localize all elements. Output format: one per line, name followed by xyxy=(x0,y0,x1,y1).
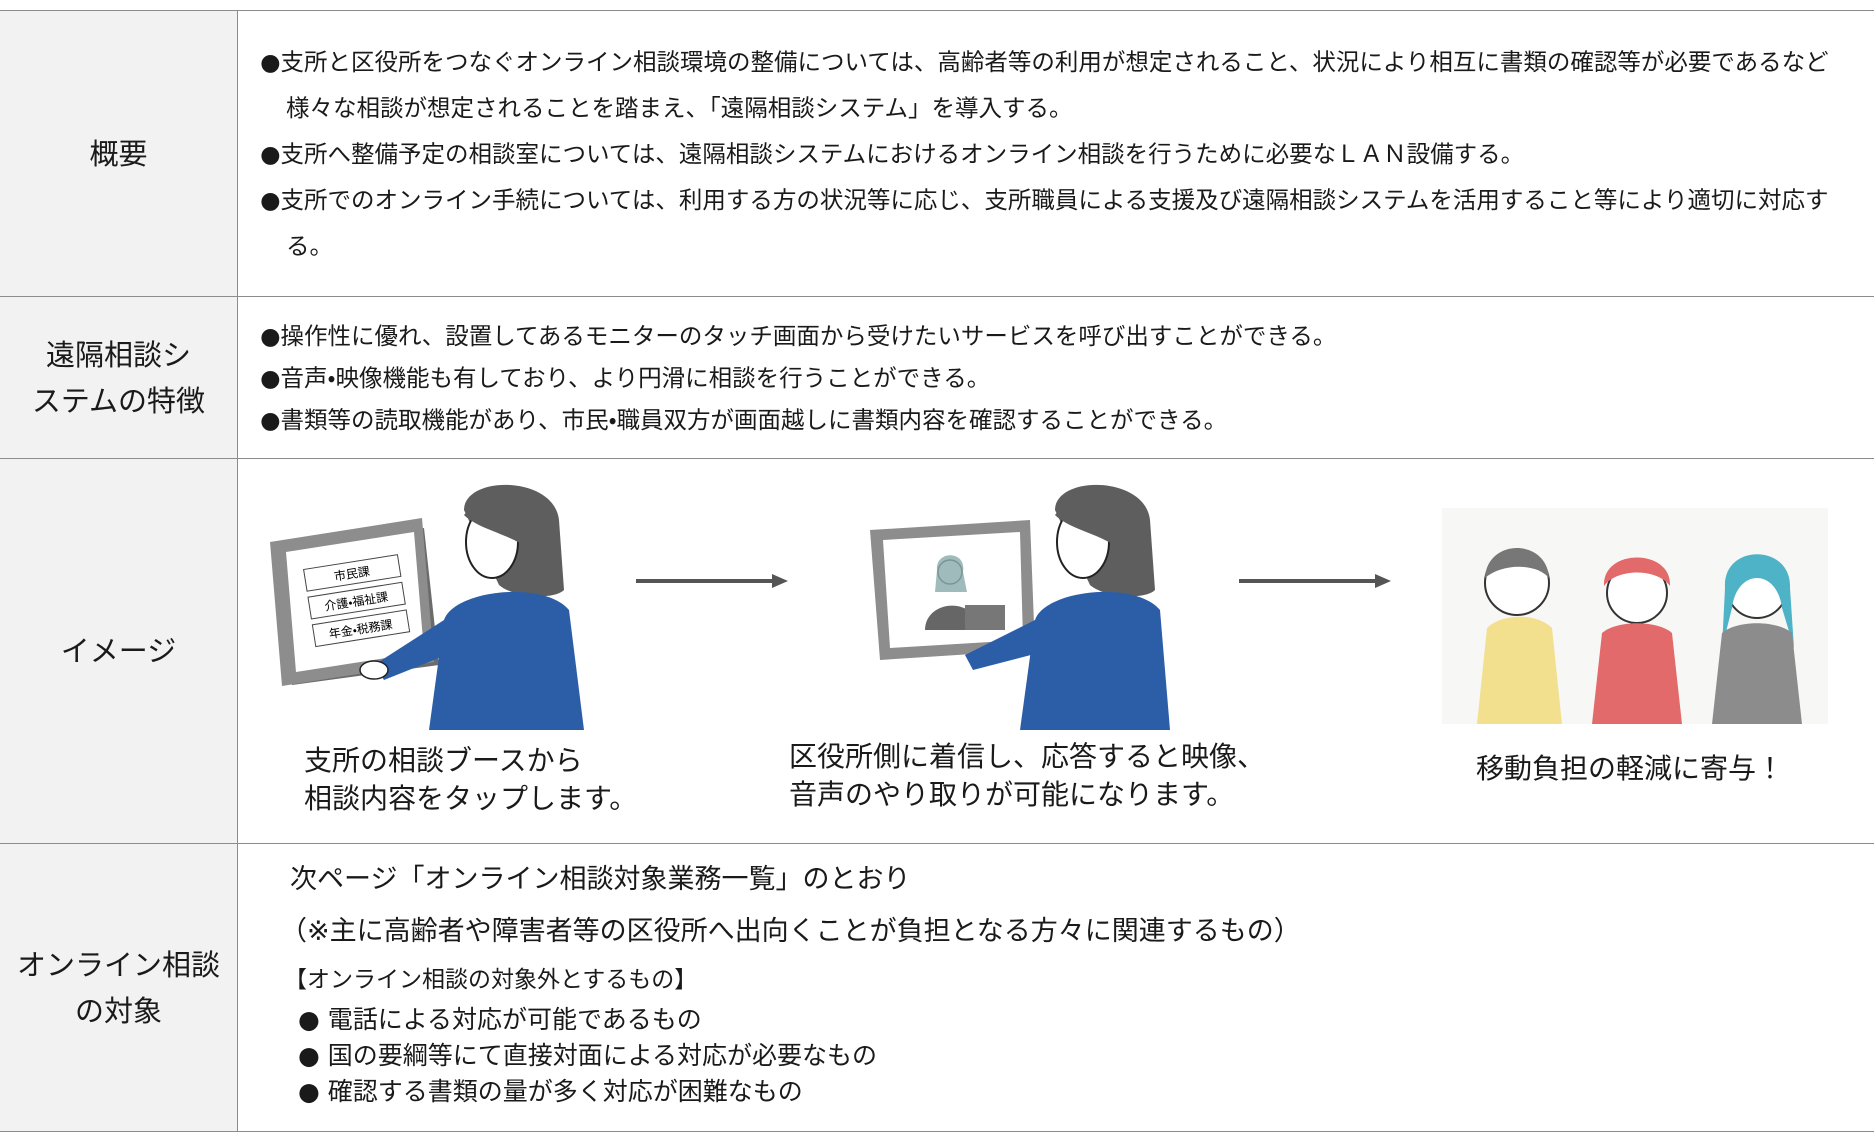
bullet-item: ●音声・映像機能も有しており、より円滑に相談を行うことができる。 xyxy=(260,357,1862,399)
caption: 区役所側に着信し、応答すると映像、 音声のやり取りが可能になります。 xyxy=(789,738,1265,814)
exclusion-item: ● 国の要綱等にて直接対面による対応が必要なもの xyxy=(290,1038,1874,1074)
caption: 移動負担の軽減に寄与！ xyxy=(1476,750,1784,788)
info-table: 概要 ●支所と区役所をつなぐオンライン相談環境の整備については、高齢者等の利用が… xyxy=(0,10,1874,1132)
row-features: 遠隔相談シ ステムの特徴 ●操作性に優れ、設置してあるモニターのタッチ画面から受… xyxy=(0,297,1874,459)
bullet-item: ●支所でのオンライン手続については、利用する方の状況等に応じ、支所職員による支援… xyxy=(260,177,1862,269)
subheading: 【オンライン相談の対象外とするもの】 xyxy=(284,958,1874,1002)
bullet-item: ●書類等の読取機能があり、市民・職員双方が画面越しに書類内容を確認することができ… xyxy=(260,399,1862,441)
illustration-tablet-tap: 市民課 介護・福祉課 年金・税務課 xyxy=(264,480,604,730)
item-list: ●操作性に優れ、設置してあるモニターのタッチ画面から受けたいサービスを呼び出すこ… xyxy=(238,315,1874,441)
row-image: イメージ 市民課 介護・福祉課 年金・税務課 xyxy=(0,459,1874,844)
row-label: イメージ xyxy=(0,459,238,844)
arrow xyxy=(1239,574,1391,588)
row-content: 次ページ「オンライン相談対象業務一覧」のとおり （※主に高齢者や障害者等の区役所… xyxy=(238,844,1874,1132)
exclusion-item: ● 電話による対応が可能であるもの xyxy=(290,1002,1874,1038)
text-line: （※主に高齢者や障害者等の区役所へ出向くことが負担となる方々に関連するもの） xyxy=(280,906,1874,958)
item-list: ●支所と区役所をつなぐオンライン相談環境の整備については、高齢者等の利用が想定さ… xyxy=(238,39,1874,269)
bullet-item: ●支所と区役所をつなぐオンライン相談環境の整備については、高齢者等の利用が想定さ… xyxy=(260,39,1862,131)
caption: 支所の相談ブースから 相談内容をタップします。 xyxy=(304,742,637,818)
target-content: 次ページ「オンライン相談対象業務一覧」のとおり （※主に高齢者や障害者等の区役所… xyxy=(238,844,1874,1110)
bullet-item: ●支所へ整備予定の相談室については、遠隔相談システムにおけるオンライン相談を行う… xyxy=(260,131,1862,177)
text-line: 次ページ「オンライン相談対象業務一覧」のとおり xyxy=(290,854,1874,906)
illustration-area: 市民課 介護・福祉課 年金・税務課 xyxy=(238,460,1874,843)
row-content: ●支所と区役所をつなぐオンライン相談環境の整備については、高齢者等の利用が想定さ… xyxy=(238,11,1874,297)
exclusion-list: ● 電話による対応が可能であるもの● 国の要綱等にて直接対面による対応が必要なも… xyxy=(290,1002,1874,1110)
row-overview: 概要 ●支所と区役所をつなぐオンライン相談環境の整備については、高齢者等の利用が… xyxy=(0,11,1874,297)
row-target: オンライン相談 の対象 次ページ「オンライン相談対象業務一覧」のとおり （※主に… xyxy=(0,844,1874,1132)
arrow xyxy=(636,574,788,588)
exclusion-item: ● 確認する書類の量が多く対応が困難なもの xyxy=(290,1074,1874,1110)
row-label: 遠隔相談シ ステムの特徴 xyxy=(0,297,238,459)
illustration-video-call xyxy=(855,480,1175,730)
row-content: 市民課 介護・福祉課 年金・税務課 xyxy=(238,459,1874,844)
bullet-item: ●操作性に優れ、設置してあるモニターのタッチ画面から受けたいサービスを呼び出すこ… xyxy=(260,315,1862,357)
illustration-happy-people xyxy=(1442,508,1828,724)
row-label: オンライン相談 の対象 xyxy=(0,844,238,1132)
row-label: 概要 xyxy=(0,11,238,297)
row-content: ●操作性に優れ、設置してあるモニターのタッチ画面から受けたいサービスを呼び出すこ… xyxy=(238,297,1874,459)
